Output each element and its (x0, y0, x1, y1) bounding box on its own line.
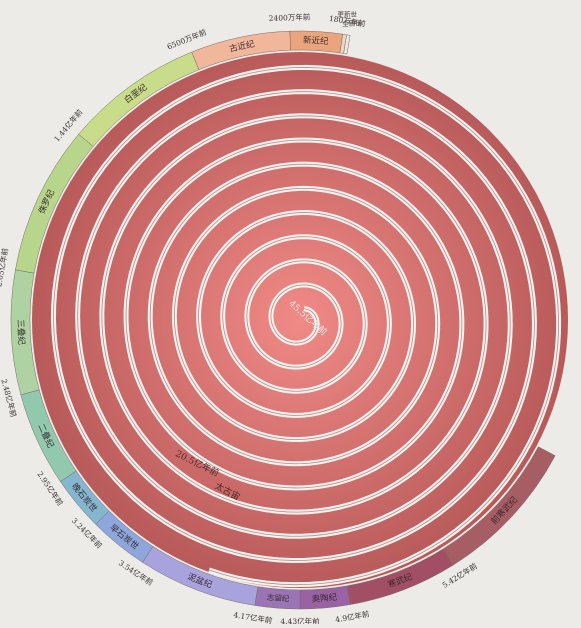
period-segment (343, 34, 351, 55)
boundary-time-label: 4.43亿年前 (280, 616, 320, 624)
boundary-time-label: 4.9亿年前 (334, 608, 370, 624)
period-name-label: 古近纪 (228, 38, 256, 54)
boundary-time-label: 2.05亿年前 (0, 247, 10, 288)
period-ring (10, 30, 556, 610)
boundary-time-label: 4.17亿年前 (233, 609, 274, 624)
period-name-label: 更新世 (337, 10, 357, 19)
period-name-label: 新近纪 (303, 35, 330, 47)
period-name-label: 志留纪 (267, 592, 291, 604)
period-name-label: 全新世 (342, 19, 362, 28)
spiral-edge-line (53, 67, 559, 586)
boundary-time-label: 6500万年前 (165, 26, 208, 51)
boundary-time-label: 2.48亿年前 (0, 378, 19, 419)
period-name-label: 奥陶纪 (311, 592, 338, 605)
period-name-label: 三叠纪 (15, 319, 27, 345)
boundary-time-label: 2400万年前 (269, 11, 311, 22)
